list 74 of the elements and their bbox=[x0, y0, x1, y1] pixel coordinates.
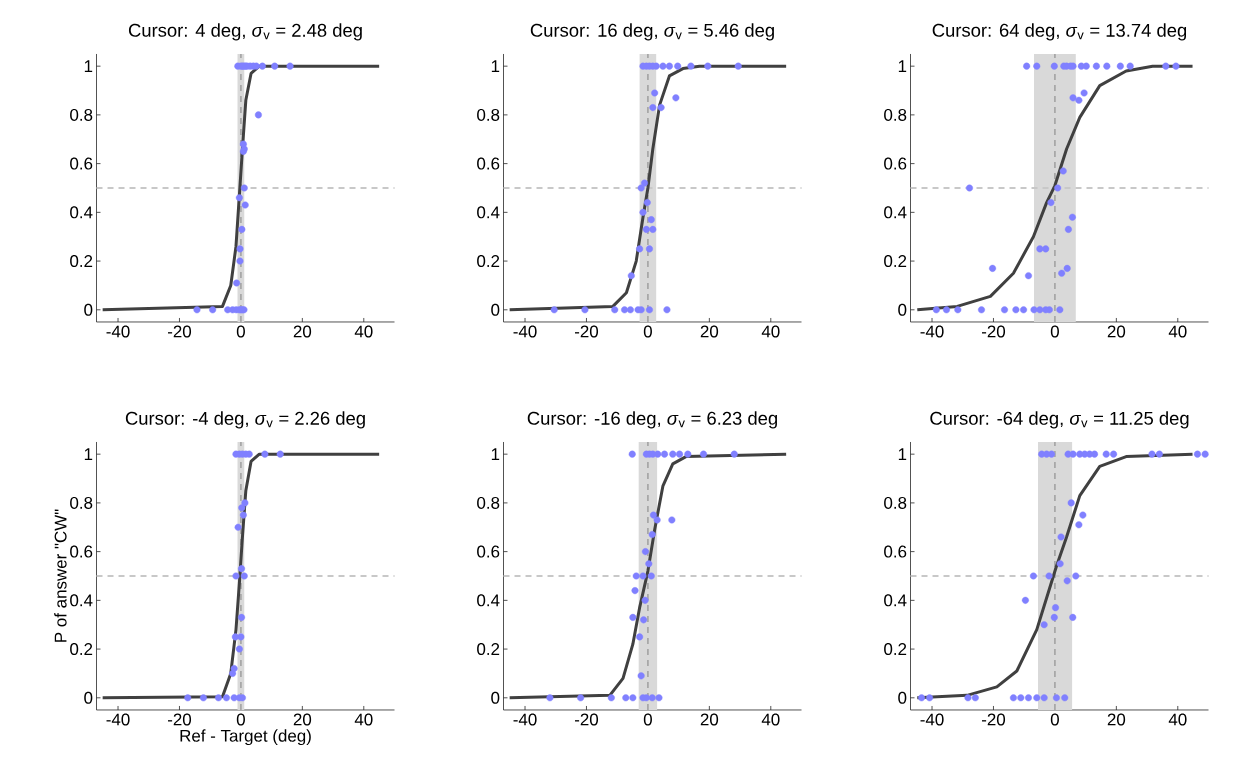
x-tick-label: 0 bbox=[643, 325, 652, 338]
chart-title: Cursor: -64 deg, σ$_{v}$ = 11.25 deg bbox=[930, 411, 1189, 429]
y-tick-label: 0.8 bbox=[884, 496, 907, 509]
x-tick-label: 20 bbox=[700, 713, 719, 726]
x-tick-label: -20 bbox=[167, 325, 192, 338]
y-tick-label: 1 bbox=[491, 60, 500, 72]
x-tick-label: -40 bbox=[106, 713, 130, 726]
x-tick-label: -40 bbox=[920, 713, 944, 726]
y-tick-label: 0 bbox=[491, 691, 500, 704]
chart-title: Cursor: 4 deg, σ$_{v}$ = 2.48 deg bbox=[128, 23, 362, 41]
y-tick-label: 0.2 bbox=[884, 255, 907, 268]
x-tick-label: 0 bbox=[1050, 713, 1059, 726]
y-tick-label: 0 bbox=[898, 691, 907, 704]
x-tick-label: 20 bbox=[293, 325, 312, 338]
y-tick-label: 0.8 bbox=[884, 108, 907, 121]
x-tick-label: 40 bbox=[354, 713, 373, 726]
y-tick-label: 0 bbox=[84, 303, 93, 316]
y-tick-label: 0.6 bbox=[477, 545, 500, 558]
y-tick-label: 0.2 bbox=[70, 255, 93, 268]
y-tick-label: 0.4 bbox=[884, 206, 907, 219]
x-tick-label: -40 bbox=[106, 325, 130, 338]
chart-title: Cursor: -16 deg, σ$_{v}$ = 6.23 deg bbox=[527, 411, 777, 429]
x-tick-label: 20 bbox=[1107, 713, 1126, 726]
y-tick-label: 0.8 bbox=[477, 496, 500, 509]
y-tick-label: 0.4 bbox=[70, 206, 93, 219]
y-tick-label: 0.4 bbox=[70, 594, 93, 607]
x-tick-label: 0 bbox=[1050, 325, 1059, 338]
x-tick-label: 20 bbox=[1107, 325, 1126, 338]
y-tick-label: 0 bbox=[491, 303, 500, 316]
y-tick-label: 0 bbox=[898, 303, 907, 316]
y-tick-label: 0.6 bbox=[70, 545, 93, 558]
x-tick-label: -40 bbox=[513, 325, 537, 338]
y-tick-label: 0.2 bbox=[70, 643, 93, 656]
x-tick-label: 40 bbox=[761, 713, 780, 726]
x-tick-label: -40 bbox=[513, 713, 537, 726]
y-tick-label: 0.8 bbox=[70, 108, 93, 121]
y-tick-label: 0.6 bbox=[884, 545, 907, 558]
x-tick-label: 40 bbox=[1168, 325, 1187, 338]
y-tick-label: 0.6 bbox=[477, 157, 500, 170]
y-axis-title: P of answer "CW" bbox=[54, 509, 67, 642]
x-tick-label: 0 bbox=[643, 713, 652, 726]
x-tick-label: 40 bbox=[761, 325, 780, 338]
y-tick-label: 1 bbox=[898, 448, 907, 460]
y-tick-label: 0.2 bbox=[477, 255, 500, 268]
y-tick-label: 0.8 bbox=[70, 496, 93, 509]
y-tick-label: 1 bbox=[898, 60, 907, 72]
chart-title: Cursor: 16 deg, σ$_{v}$ = 5.46 deg bbox=[530, 23, 774, 41]
x-tick-label: -20 bbox=[167, 713, 192, 726]
x-tick-label: 40 bbox=[1168, 713, 1187, 726]
y-tick-label: 1 bbox=[491, 448, 500, 460]
y-tick-label: 0.4 bbox=[477, 206, 500, 219]
y-tick-label: 1 bbox=[84, 448, 93, 460]
chart-title: Cursor: 64 deg, σ$_{v}$ = 13.74 deg bbox=[932, 23, 1187, 41]
x-tick-label: -20 bbox=[981, 713, 1006, 726]
x-tick-label: -20 bbox=[574, 713, 599, 726]
x-tick-label: 0 bbox=[236, 325, 245, 338]
x-tick-label: 0 bbox=[236, 713, 245, 726]
x-tick-label: -20 bbox=[574, 325, 599, 338]
x-tick-label: -40 bbox=[920, 325, 944, 338]
x-tick-label: -20 bbox=[981, 325, 1006, 338]
y-tick-label: 0 bbox=[84, 691, 93, 704]
x-tick-label: 40 bbox=[354, 325, 373, 338]
chart-title: Cursor: -4 deg, σ$_{v}$ = 2.26 deg bbox=[125, 411, 365, 429]
y-tick-label: 0.2 bbox=[884, 643, 907, 656]
y-tick-label: 1 bbox=[84, 60, 93, 72]
y-tick-label: 0.4 bbox=[884, 594, 907, 607]
y-tick-label: 0.4 bbox=[477, 594, 500, 607]
x-axis-title: Ref - Target (deg) bbox=[180, 729, 311, 746]
y-tick-label: 0.2 bbox=[477, 643, 500, 656]
y-tick-label: 0.6 bbox=[884, 157, 907, 170]
y-tick-label: 0.6 bbox=[70, 157, 93, 170]
y-tick-label: 0.8 bbox=[477, 108, 500, 121]
x-tick-label: 20 bbox=[700, 325, 719, 338]
x-tick-label: 20 bbox=[293, 713, 312, 726]
